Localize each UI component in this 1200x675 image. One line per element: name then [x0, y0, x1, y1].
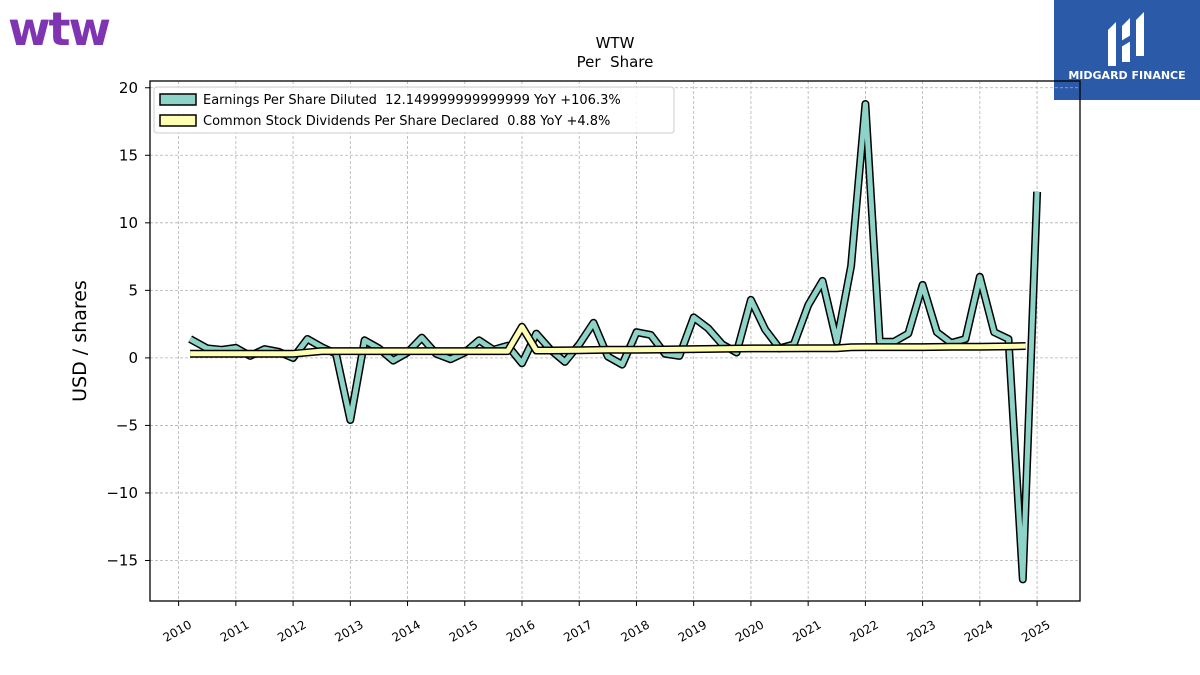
- eps-line: [188, 101, 1040, 582]
- x-tick-label: 2018: [619, 617, 652, 644]
- x-tick-label: 2023: [905, 617, 938, 644]
- series-lines: [188, 100, 1042, 584]
- x-tick-label: 2014: [390, 617, 423, 644]
- x-tick-label: 2012: [275, 617, 308, 644]
- y-axis-label: USD / shares: [69, 280, 91, 402]
- y-tick-label: −10: [106, 484, 138, 502]
- y-tick-label: 10: [119, 214, 138, 232]
- legend-swatch-eps: [159, 93, 197, 106]
- y-tick-label: 20: [119, 79, 138, 97]
- x-tick-label: 2010: [161, 617, 194, 644]
- y-tick-label: −5: [116, 416, 138, 434]
- y-tick-label: 15: [119, 146, 138, 164]
- legend-label-dividends: Common Stock Dividends Per Share Declare…: [203, 114, 610, 129]
- x-tick-label: 2019: [676, 617, 709, 644]
- y-tick-label: −15: [106, 551, 138, 569]
- x-tick-label: 2024: [962, 617, 995, 644]
- chart-title: WTW: [596, 34, 635, 52]
- x-tick-label: 2016: [504, 617, 537, 644]
- y-tick-label: 0: [128, 349, 138, 367]
- x-tick-label: 2015: [447, 617, 480, 644]
- legend: Earnings Per Share Diluted 12.1499999999…: [153, 86, 675, 134]
- chart-subtitle: Per Share: [577, 53, 654, 71]
- x-tick-label: 2017: [561, 617, 594, 644]
- legend-label-eps: Earnings Per Share Diluted 12.1499999999…: [203, 93, 621, 108]
- grid-lines: [150, 81, 1080, 601]
- x-tick-label: 2013: [332, 617, 365, 644]
- midgard-mark-icon: [1108, 12, 1144, 66]
- midgard-finance-logo-text: MIDGARD FINANCE: [1068, 69, 1186, 82]
- dividends-line: [190, 324, 1026, 357]
- y-tick-label: 5: [128, 281, 138, 299]
- x-tick-label: 2011: [218, 617, 251, 644]
- midgard-finance-logo: MIDGARD FINANCE: [1054, 0, 1200, 100]
- plot-frame: [149, 80, 1081, 602]
- wtw-logo: wtw: [8, 2, 111, 56]
- x-tick-label: 2025: [1019, 617, 1052, 644]
- x-tick-label: 2020: [733, 617, 766, 644]
- x-tick-label: 2022: [847, 617, 880, 644]
- legend-swatch-dividends: [159, 114, 197, 127]
- legend-box: [153, 86, 675, 134]
- x-tick-label: 2021: [790, 617, 823, 644]
